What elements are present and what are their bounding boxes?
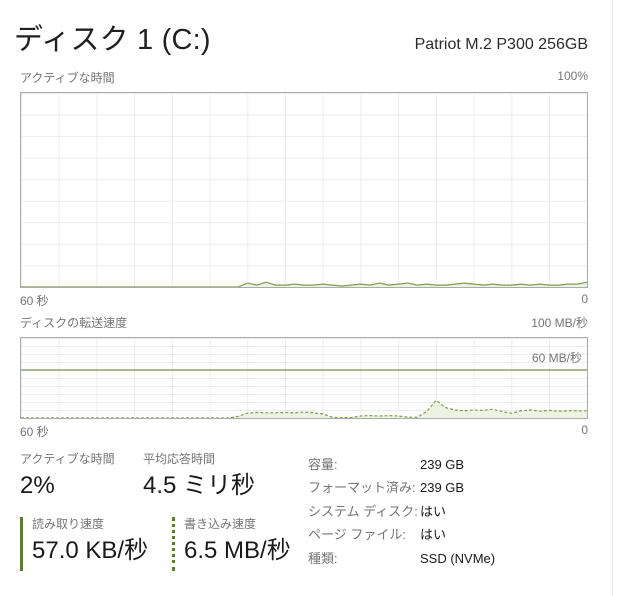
page-title: ディスク 1 (C:) [14, 24, 211, 56]
disk-details-list: 容量: 239 GB フォーマット済み: 239 GB システム ディスク: は… [308, 453, 495, 570]
active-time-series [21, 281, 587, 287]
stat-read-speed: 読み取り速度 57.0 KB/秒 [20, 517, 148, 571]
detail-row-formatted: フォーマット済み: 239 GB [308, 476, 495, 499]
transfer-rate-series [21, 369, 587, 418]
active-time-chart[interactable] [20, 92, 588, 288]
transfer-chart-xaxis: 60 秒 0 [20, 423, 588, 440]
transfer-chart-title: ディスクの転送速度 [20, 316, 128, 330]
disk-model-label: Patriot M.2 P300 256GB [414, 36, 588, 53]
detail-value: 239 GB [420, 480, 465, 496]
detail-label: 容量: [308, 457, 338, 472]
stat-avg-response-label: 平均応答時間 [143, 452, 216, 466]
stat-active-time-label: アクティブな時間 [20, 452, 115, 466]
detail-value: SSD (NVMe) [420, 550, 496, 566]
panel-divider [612, 0, 613, 596]
detail-label: システム ディスク: [308, 503, 418, 519]
detail-row-capacity: 容量: 239 GB [308, 453, 495, 476]
transfer-chart-header: ディスクの転送速度 100 MB/秒 [20, 314, 588, 331]
stat-avg-response-value: 4.5 ミリ秒 [143, 472, 256, 499]
transfer-rate-chart[interactable]: 60 MB/秒 [20, 337, 588, 419]
detail-label: 種類: [308, 550, 338, 566]
stat-avg-response: 平均応答時間 4.5 ミリ秒 [143, 452, 255, 501]
detail-row-system-disk: システム ディスク: はい [308, 500, 495, 523]
active-time-chart-scale: 100% [557, 69, 588, 83]
detail-value: 239 GB [420, 457, 465, 472]
stat-read-speed-value: 57.0 KB/秒 [32, 537, 149, 564]
xaxis-right-label: 0 [581, 292, 588, 306]
xaxis-left-label: 60 秒 [20, 425, 49, 439]
xaxis-right-label: 0 [581, 423, 588, 437]
detail-label: フォーマット済み: [308, 480, 416, 496]
stat-write-speed-value: 6.5 MB/秒 [184, 537, 291, 564]
active-time-chart-header: アクティブな時間 100% [20, 69, 588, 86]
reference-scale-label: 60 MB/秒 [531, 351, 582, 365]
stat-write-speed-label: 書き込み速度 [184, 517, 257, 531]
detail-row-page-file: ページ ファイル: はい [308, 523, 495, 546]
xaxis-left-label: 60 秒 [20, 294, 49, 308]
transfer-chart-scale: 100 MB/秒 [531, 316, 588, 330]
stat-write-speed: 書き込み速度 6.5 MB/秒 [172, 517, 291, 571]
detail-row-type: 種類: SSD (NVMe) [308, 547, 495, 570]
detail-value: はい [420, 503, 447, 519]
stat-active-time: アクティブな時間 2% [20, 452, 115, 501]
stat-read-speed-label: 読み取り速度 [32, 517, 105, 531]
active-time-chart-title: アクティブな時間 [20, 71, 115, 85]
stat-active-time-value: 2% [20, 472, 55, 499]
detail-value: はい [420, 527, 447, 543]
detail-label: ページ ファイル: [308, 527, 406, 543]
active-time-chart-xaxis: 60 秒 0 [20, 292, 588, 309]
